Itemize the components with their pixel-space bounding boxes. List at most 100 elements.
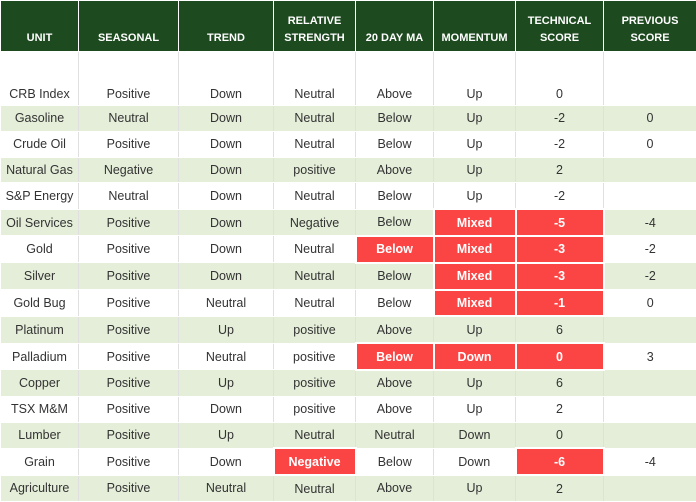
empty-cell	[604, 475, 696, 501]
table-cell: 0	[516, 422, 604, 448]
table-cell: Up	[434, 475, 516, 501]
table-cell: Up	[434, 131, 516, 157]
table-cell: Down	[179, 209, 274, 236]
table-cell: Below	[356, 236, 434, 263]
table-cell: Down	[434, 422, 516, 448]
table-cell: Below	[356, 290, 434, 317]
table-cell: Down	[179, 448, 274, 475]
table-cell: Crude Oil	[1, 131, 79, 157]
table-cell: Above	[356, 157, 434, 183]
table-cell: Positive	[79, 263, 179, 290]
table-cell: Positive	[79, 448, 179, 475]
table-cell: Positive	[79, 52, 179, 106]
table-cell: Down	[434, 448, 516, 475]
header-cell: PREVIOUS SCORE	[604, 1, 696, 52]
table-cell: Mixed	[434, 263, 516, 290]
header-cell: TREND	[179, 1, 274, 52]
table-cell: Positive	[79, 209, 179, 236]
table-cell: Lumber	[1, 422, 79, 448]
header-cell: TECHNICAL SCORE	[516, 1, 604, 52]
table-cell: Above	[356, 396, 434, 422]
table-cell: -2	[516, 131, 604, 157]
table-cell: Above	[356, 52, 434, 106]
table-cell: Down	[179, 52, 274, 106]
table-cell: Below	[356, 263, 434, 290]
table-cell: 6	[516, 316, 604, 343]
table-cell: Up	[434, 370, 516, 396]
table-cell: Oil Services	[1, 209, 79, 236]
table-cell: Up	[179, 422, 274, 448]
header-cell: 20 DAY MA	[356, 1, 434, 52]
table-cell: Neutral	[274, 236, 356, 263]
table-cell: 2	[516, 475, 604, 501]
table-cell: positive	[274, 157, 356, 183]
empty-cell	[604, 422, 696, 448]
header-cell: UNIT	[1, 1, 79, 52]
table-cell: Positive	[79, 422, 179, 448]
table-cell: Down	[179, 106, 274, 132]
table-cell: 2	[516, 396, 604, 422]
table-cell: Positive	[79, 236, 179, 263]
table-cell: -5	[516, 209, 604, 236]
table-cell: positive	[274, 343, 356, 370]
table-cell: Neutral	[179, 475, 274, 501]
table-cell: 0	[604, 131, 696, 157]
table-cell: Neutral	[274, 183, 356, 209]
table-cell: 3	[604, 343, 696, 370]
table-cell: Up	[434, 157, 516, 183]
table-cell: Grain	[1, 448, 79, 475]
table-cell: 0	[604, 106, 696, 132]
table-cell: Down	[179, 263, 274, 290]
table-cell: 0	[516, 52, 604, 106]
table-cell: Above	[356, 475, 434, 501]
empty-cell	[604, 183, 696, 209]
table-cell: Negative	[274, 448, 356, 475]
table-cell: -2	[516, 106, 604, 132]
table-cell: -3	[516, 236, 604, 263]
table-cell: Mixed	[434, 209, 516, 236]
table-cell: Platinum	[1, 316, 79, 343]
table-cell: S&P Energy	[1, 183, 79, 209]
table-cell: Neutral	[79, 106, 179, 132]
table-cell: -2	[516, 183, 604, 209]
table-cell: positive	[274, 316, 356, 343]
table-cell: Neutral	[179, 290, 274, 317]
table-cell: Below	[356, 209, 434, 236]
table-cell: Below	[356, 343, 434, 370]
table-cell: Positive	[79, 343, 179, 370]
table-cell: Negative	[274, 209, 356, 236]
table-cell: Palladium	[1, 343, 79, 370]
table-cell: Gold	[1, 236, 79, 263]
table-cell: Neutral	[179, 343, 274, 370]
header-cell: SEASONAL	[79, 1, 179, 52]
table-cell: Up	[434, 52, 516, 106]
table-cell: Neutral	[274, 52, 356, 106]
table-cell: Positive	[79, 396, 179, 422]
table-cell: Mixed	[434, 236, 516, 263]
table-cell: Down	[179, 157, 274, 183]
empty-cell	[604, 52, 696, 106]
table-cell: -1	[516, 290, 604, 317]
table-cell: Down	[179, 236, 274, 263]
header-cell: MOMENTUM	[434, 1, 516, 52]
table-cell: Up	[434, 396, 516, 422]
table-cell: Neutral	[274, 263, 356, 290]
table-cell: Down	[179, 131, 274, 157]
table-cell: Up	[434, 183, 516, 209]
table-cell: Positive	[79, 290, 179, 317]
table-cell: Mixed	[434, 290, 516, 317]
table-cell: Neutral	[274, 422, 356, 448]
